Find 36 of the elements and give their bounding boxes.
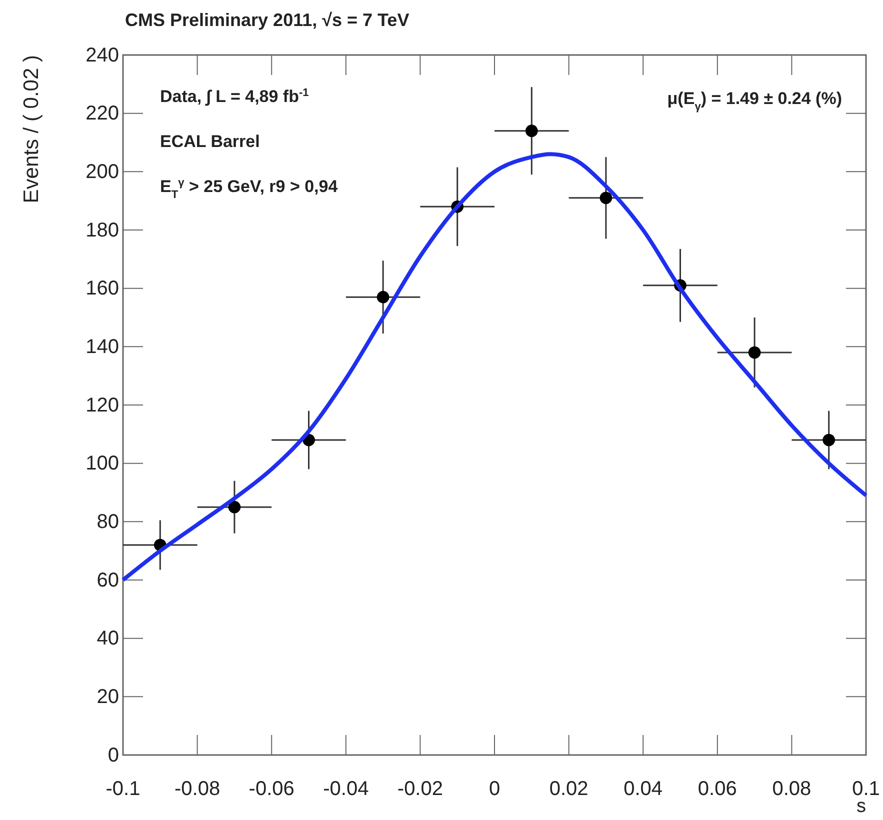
x-tick-label: -0.06 [248, 778, 294, 800]
point [525, 124, 538, 137]
x-tick-label: 0 [488, 778, 500, 800]
point [600, 192, 612, 204]
x-tick-label: -0.04 [323, 778, 369, 800]
x-tick-label: 0.04 [624, 778, 663, 800]
y-tick-label: 60 [96, 569, 119, 592]
y-axis-title: Events / ( 0.02 ) [20, 55, 43, 204]
x-tick-label: 0.06 [698, 778, 737, 800]
point [822, 434, 836, 446]
annotation: ECAL Barrel [160, 132, 260, 151]
y-tick-label: 180 [86, 219, 119, 242]
line-series [121, 152, 868, 582]
y-tick-label: 160 [86, 278, 119, 300]
x-tick-label: 0.08 [772, 778, 812, 800]
y-tick-label: 220 [86, 102, 119, 125]
x-tick-label: 0.02 [549, 778, 588, 800]
annotation: μ(E$_{γ}$) = 1.49 ± 0.24 (%) [667, 89, 842, 113]
point [376, 290, 390, 304]
y-tick-label: 120 [86, 394, 119, 416]
y-tick-label: 0 [108, 744, 119, 766]
x-tick-label: -0.08 [174, 778, 220, 800]
y-tick-label: 80 [96, 511, 119, 534]
y-tick-label: 140 [86, 336, 119, 358]
annotation: Data, ∫ L = 4,89 fb$^{-1}$ [160, 87, 309, 106]
chart-title: CMS Preliminary 2011, √s = 7 TeV [125, 10, 410, 30]
y-tick-label: 200 [86, 161, 119, 184]
y-tick-label: 40 [96, 628, 119, 650]
annotation: E$_{T}$$^{γ}$ > 25 GeV, r9 > 0,94 [160, 177, 338, 201]
x-tick-label: -0.02 [397, 778, 443, 800]
y-tick-label: 240 [86, 44, 119, 66]
point [228, 500, 241, 514]
y-tick-label: 100 [86, 452, 119, 475]
y-tick-label: 20 [96, 686, 119, 708]
point [748, 346, 761, 359]
x-tick-label: -0.1 [106, 778, 140, 800]
